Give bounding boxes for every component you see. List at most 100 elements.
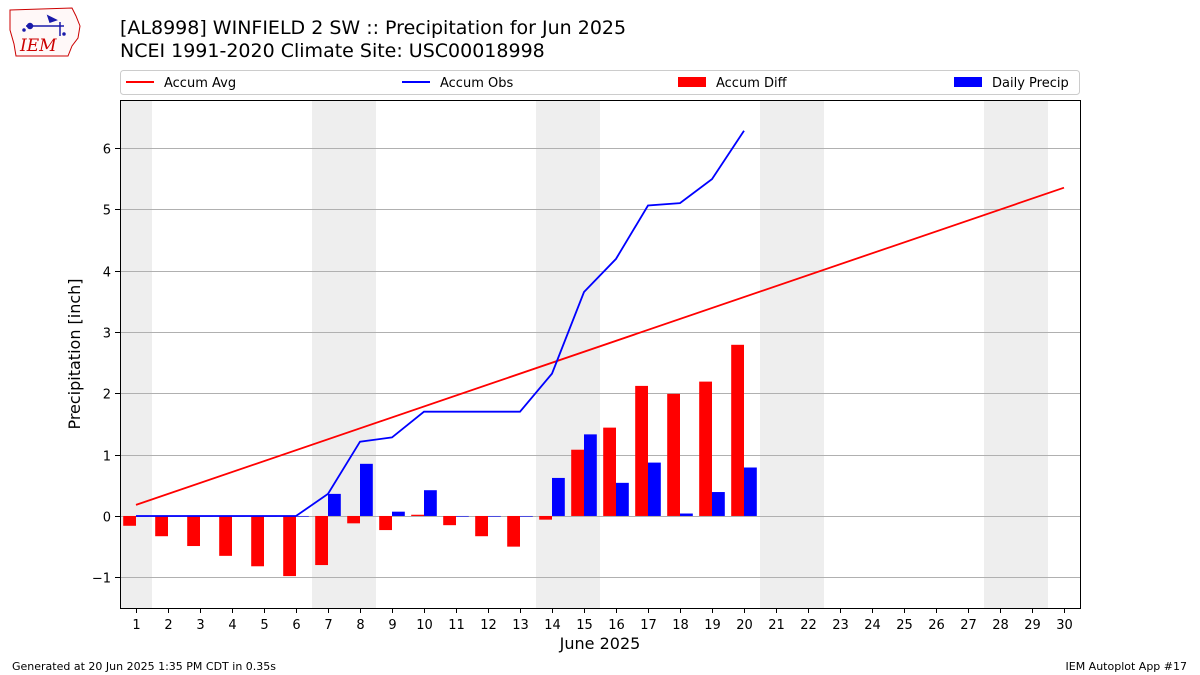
x-tick-label: 26 <box>928 618 945 633</box>
x-tick-label: 10 <box>416 618 433 633</box>
y-tick-label: 6 <box>103 143 111 158</box>
y-axis-label: Precipitation [inch] <box>65 278 84 429</box>
daily-precip-bar <box>488 515 501 517</box>
x-tick-label: 13 <box>512 618 529 633</box>
app-credit: IEM Autoplot App #17 <box>1065 660 1188 673</box>
x-tick-label: 27 <box>960 618 977 633</box>
x-tick-label: 19 <box>704 618 721 633</box>
accum-diff-bar <box>123 515 136 526</box>
accum-obs-line <box>136 130 745 517</box>
x-tick-label: 5 <box>260 618 268 633</box>
legend-label: Daily Precip <box>992 76 1069 91</box>
x-tick-label: 23 <box>832 618 849 633</box>
daily-precip-bar <box>456 515 469 517</box>
x-tick-label: 1 <box>132 618 140 633</box>
y-tick-label: 1 <box>103 450 111 465</box>
accum-diff-bar <box>571 449 584 516</box>
x-tick-label: 6 <box>292 618 300 633</box>
x-axis: 1 2 3 4 5 6 7 8 9 10 11 12 13 14 15 16 17 18 19 20 21 22 23 24 2… <box>132 608 1073 633</box>
legend: Accum Avg Accum Obs Accum Diff Daily Precip <box>120 70 1080 95</box>
accum-diff-bar <box>219 515 232 556</box>
x-axis-label: June 2025 <box>559 634 641 653</box>
accum-diff-bar <box>251 515 264 567</box>
x-tick-label: 4 <box>228 618 236 633</box>
y-tick-label: 0 <box>103 511 111 526</box>
accum-diff-bar <box>667 393 680 516</box>
x-tick-label: 14 <box>544 618 561 633</box>
daily-precip-bar <box>648 462 661 516</box>
daily-precip-bar <box>616 482 629 516</box>
accum-diff-bar <box>411 514 424 516</box>
weekend-band <box>984 100 1048 608</box>
x-tick-label: 20 <box>736 618 753 633</box>
x-tick-label: 2 <box>164 618 172 633</box>
accum-diff-bar <box>635 385 648 516</box>
line-series <box>135 130 1065 517</box>
accum-diff-bar <box>187 515 200 547</box>
x-tick-label: 28 <box>992 618 1009 633</box>
accum-diff-bar <box>283 515 296 577</box>
weekend-band <box>536 100 600 608</box>
chart-subtitle: NCEI 1991-2020 Climate Site: USC00018998 <box>120 40 545 62</box>
legend-label: Accum Diff <box>716 76 788 91</box>
accum-diff-bar <box>539 515 552 520</box>
x-tick-label: 7 <box>324 618 332 633</box>
logo-text: IEM <box>19 36 57 56</box>
legend-box <box>120 70 1080 95</box>
daily-precip-bar <box>328 493 341 516</box>
y-axis: −1 0 1 2 3 4 5 6 <box>92 143 120 587</box>
y-tick-label: −1 <box>92 572 111 587</box>
weekend-band <box>120 100 152 608</box>
x-tick-label: 24 <box>864 618 881 633</box>
legend-label: Accum Obs <box>440 76 513 91</box>
x-tick-label: 18 <box>672 618 689 633</box>
daily-precip-bar <box>744 467 757 516</box>
daily-precip-bar <box>584 434 597 516</box>
y-tick-label: 2 <box>103 388 111 403</box>
x-tick-label: 11 <box>448 618 465 633</box>
accum-diff-bar <box>443 515 456 526</box>
plot-frame <box>120 100 1081 609</box>
accum-diff-bar <box>379 515 392 531</box>
weekend-band <box>760 100 824 608</box>
daily-precip-bar <box>712 492 725 516</box>
bar-series <box>123 344 757 577</box>
x-tick-label: 29 <box>1024 618 1041 633</box>
daily-precip-bar <box>680 513 693 516</box>
accum-diff-bar <box>603 427 616 516</box>
iowa-outline-icon <box>9 7 81 57</box>
accum-diff-bar <box>315 515 328 566</box>
x-tick-label: 25 <box>896 618 913 633</box>
chart-title: [AL8998] WINFIELD 2 SW :: Precipitation … <box>120 17 627 39</box>
accum-diff-bar <box>475 515 488 537</box>
accum-diff-bar <box>347 515 360 524</box>
x-tick-label: 17 <box>640 618 657 633</box>
x-tick-label: 8 <box>356 618 364 633</box>
y-tick-label: 3 <box>103 327 111 342</box>
daily-precip-bar <box>424 490 437 516</box>
weather-instruments-icon <box>22 14 66 36</box>
accum-diff-bar <box>155 515 168 537</box>
x-tick-label: 12 <box>480 618 497 633</box>
daily-precip-bar <box>296 515 309 517</box>
x-tick-label: 16 <box>608 618 625 633</box>
x-tick-label: 15 <box>576 618 593 633</box>
legend-swatch-bar <box>954 77 982 87</box>
daily-precip-bar <box>360 463 373 516</box>
daily-precip-bar <box>520 515 533 517</box>
x-tick-label: 21 <box>768 618 785 633</box>
daily-precip-bar <box>392 511 405 516</box>
y-tick-label: 5 <box>103 204 111 219</box>
accum-avg-line <box>135 186 1065 506</box>
accum-diff-bar <box>699 381 712 516</box>
accum-diff-bar <box>731 344 744 516</box>
x-tick-label: 22 <box>800 618 817 633</box>
x-tick-label: 30 <box>1056 618 1073 633</box>
daily-precip-bar <box>552 477 565 516</box>
y-tick-label: 4 <box>103 266 111 281</box>
legend-swatch-bar <box>678 77 706 87</box>
generated-timestamp: Generated at 20 Jun 2025 1:35 PM CDT in … <box>12 660 277 673</box>
accum-diff-bar <box>507 515 520 547</box>
x-tick-label: 3 <box>196 618 204 633</box>
